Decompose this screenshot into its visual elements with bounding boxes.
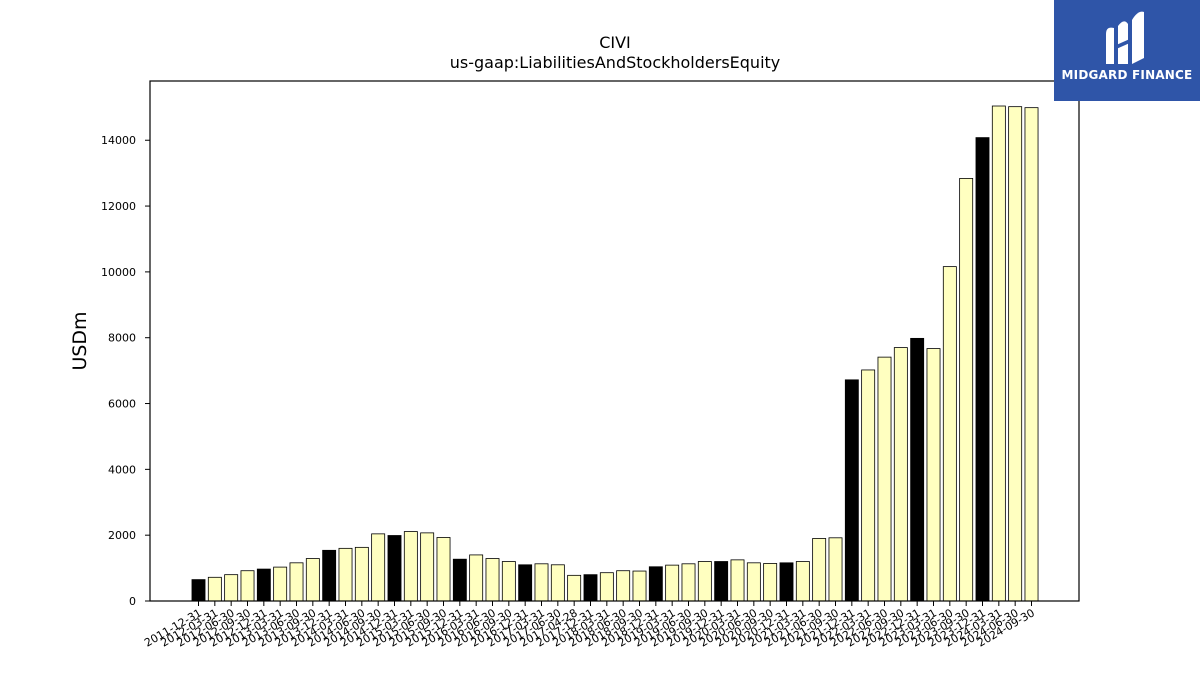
y-tick-label: 10000 <box>101 266 136 279</box>
bar-2013-12-31 <box>322 549 337 602</box>
bar-2018-03-31 <box>599 572 614 602</box>
bar-2017-04-28 <box>567 574 582 602</box>
bar-2022-12-31 <box>910 337 925 602</box>
bar-2023-12-31 <box>975 137 990 602</box>
y-tick-label: 8000 <box>108 332 136 345</box>
x-axis: 2011-12-312012-03-312012-06-302012-09-30… <box>142 601 1037 650</box>
bar-2018-06-30 <box>616 570 631 602</box>
bar-2021-12-31 <box>844 379 859 602</box>
bar-2017-12-31 <box>583 574 598 602</box>
plot-frame <box>149 80 1080 602</box>
bar-2016-12-31 <box>518 564 533 602</box>
bar-2024-09-30 <box>1024 107 1039 602</box>
bar-2017-03-31 <box>534 563 549 602</box>
bar-2014-12-31 <box>387 535 402 602</box>
bar-2023-03-31 <box>926 348 941 602</box>
bar-2019-12-31 <box>714 561 729 602</box>
bar-2013-09-30 <box>305 558 320 602</box>
bar-2019-06-30 <box>681 563 696 602</box>
bar-2016-09-30 <box>501 561 516 602</box>
logo-text: MIDGARD FINANCE <box>1061 68 1193 82</box>
bar-2018-12-31 <box>648 566 663 602</box>
bar-2022-09-30 <box>893 347 908 602</box>
y-axis-label: USDm <box>69 311 91 370</box>
bar-2019-03-31 <box>665 564 680 602</box>
bar-2013-06-30 <box>289 562 304 602</box>
bars-group <box>191 105 1039 602</box>
bar-2014-09-30 <box>371 533 386 602</box>
y-tick-label: 12000 <box>101 200 136 213</box>
bar-2020-09-30 <box>763 563 778 602</box>
bar-2012-06-30 <box>224 574 239 602</box>
bar-2017-06-30 <box>550 564 565 602</box>
bar-2016-06-30 <box>485 558 500 602</box>
bar-2016-03-31 <box>469 554 484 602</box>
chart-subtitle: us-gaap:LiabilitiesAndStockholdersEquity <box>450 53 781 72</box>
bar-2015-12-31 <box>452 558 467 602</box>
midgard-logo-icon <box>1106 11 1144 65</box>
bar-2015-06-30 <box>420 532 435 602</box>
bar-2020-06-30 <box>746 562 761 602</box>
bar-2012-03-31 <box>207 576 222 602</box>
bar-2012-12-31 <box>256 568 271 602</box>
bar-2011-12-31 <box>191 579 206 602</box>
bar-2020-03-31 <box>730 559 745 602</box>
bar-2018-09-30 <box>632 570 647 602</box>
bar-2019-09-30 <box>697 561 712 602</box>
bar-2022-03-31 <box>861 369 876 602</box>
bar-2013-03-31 <box>273 566 288 602</box>
y-tick-label: 2000 <box>108 529 136 542</box>
bar-2024-03-31 <box>991 105 1006 602</box>
bar-2021-06-30 <box>812 538 827 602</box>
bar-2024-06-30 <box>1008 106 1023 602</box>
y-tick-label: 14000 <box>101 134 136 147</box>
y-tick-label: 4000 <box>108 463 136 476</box>
y-tick-label: 0 <box>129 595 136 608</box>
bar-2014-03-31 <box>338 547 353 602</box>
bar-2015-09-30 <box>436 537 451 602</box>
bar-2021-03-31 <box>795 561 810 602</box>
bar-2022-06-30 <box>877 356 892 602</box>
bar-2015-03-31 <box>403 531 418 602</box>
bar-2012-09-30 <box>240 570 255 602</box>
chart-title: CIVI <box>599 33 631 52</box>
bar-2014-06-30 <box>354 546 369 602</box>
y-tick-label: 6000 <box>108 398 136 411</box>
midgard-finance-logo: MIDGARD FINANCE <box>1054 0 1200 101</box>
y-axis: 0 2000 4000 6000 8000 10000 12000 14000 <box>101 134 150 608</box>
bar-2021-09-30 <box>828 537 843 602</box>
bar-2020-12-31 <box>779 562 794 602</box>
bar-2023-06-30 <box>942 266 957 602</box>
bar-2023-09-30 <box>959 178 974 602</box>
